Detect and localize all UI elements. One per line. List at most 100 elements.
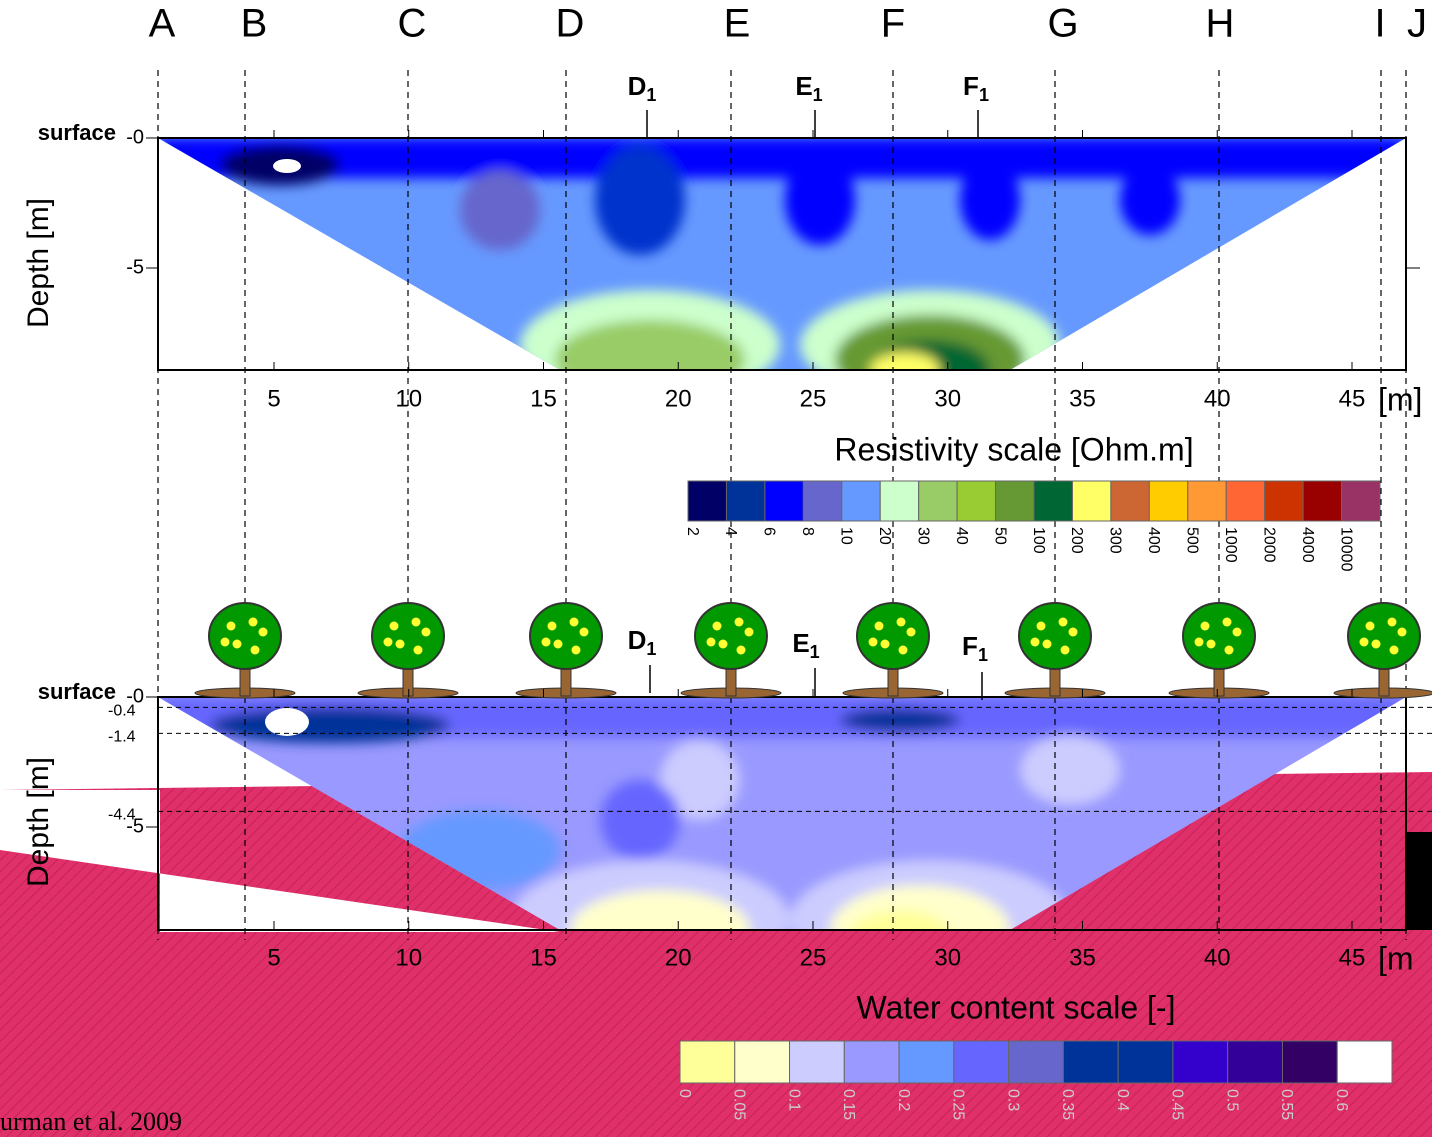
tree-fruit <box>1388 618 1397 627</box>
tree-canopy <box>1019 603 1091 669</box>
section-label: A <box>149 2 176 46</box>
scale-cell <box>803 481 841 521</box>
x-unit: [m] <box>1378 381 1422 417</box>
tree-fruit <box>251 646 260 655</box>
tree-fruit <box>1061 646 1070 655</box>
tree-fruit <box>707 638 716 647</box>
section-label: G <box>1047 2 1078 46</box>
scale-label: 50 <box>991 527 1008 545</box>
y-axis-label: Depth [m] <box>22 757 55 887</box>
x-tick-label: 10 <box>395 385 422 412</box>
x-tick-label: 40 <box>1204 944 1231 971</box>
x-tick-label: 30 <box>934 385 961 412</box>
tree-trunk <box>403 668 413 696</box>
scale-label: 0.3 <box>1004 1089 1021 1111</box>
scale-cell <box>1337 1041 1392 1083</box>
tree-fruit <box>1031 638 1040 647</box>
scale-title: Water content scale [-] <box>857 989 1176 1025</box>
tree-fruit <box>1398 628 1407 637</box>
x-tick-label: 35 <box>1069 385 1096 412</box>
tree-trunk <box>1379 668 1389 696</box>
scale-cell <box>1342 481 1380 521</box>
tree-trunk <box>561 668 571 696</box>
scale-cell <box>996 481 1034 521</box>
scale-cell <box>844 1041 899 1083</box>
sub-letter: D <box>628 625 647 655</box>
scale-cell <box>1188 481 1226 521</box>
section-label: F <box>881 2 905 46</box>
tree-canopy <box>857 603 929 669</box>
scale-label: 100 <box>1030 527 1047 554</box>
scale-cell <box>1034 481 1072 521</box>
x-unit: [m <box>1378 940 1414 976</box>
scale-label: 0.5 <box>1223 1089 1240 1111</box>
scale-cell <box>957 481 995 521</box>
section-label: I <box>1374 2 1385 46</box>
tree-fruit <box>737 646 746 655</box>
tree-fruit <box>233 640 242 649</box>
sub-index: 1 <box>979 85 989 105</box>
scale-cell <box>1149 481 1187 521</box>
x-tick-label: 35 <box>1069 944 1096 971</box>
tree-fruit <box>1195 638 1204 647</box>
sub-letter: D <box>628 71 647 101</box>
x-tick-label: 20 <box>665 944 692 971</box>
scale-cell <box>1072 481 1110 521</box>
x-tick-label: 45 <box>1339 944 1366 971</box>
sub-label: F1 <box>962 631 988 665</box>
scale-label: 0 <box>676 1089 693 1098</box>
scale-label: 2000 <box>1260 527 1277 563</box>
tree-canopy <box>372 603 444 669</box>
sub-letter: F <box>962 631 978 661</box>
section-label: H <box>1206 2 1235 46</box>
scale-label: 20 <box>876 527 893 545</box>
page: ABCDEFGHIJD1E1F1D1E1F1surfaceDepth [m]-0… <box>0 0 1432 1137</box>
scale-cell <box>1173 1041 1228 1083</box>
x-tick-label: 45 <box>1339 385 1366 412</box>
scale-label: 2 <box>684 527 701 536</box>
x-tick-label: 30 <box>934 944 961 971</box>
tree-fruit <box>713 622 722 631</box>
tree-canopy <box>209 603 281 669</box>
sub-label: D1 <box>628 625 657 659</box>
x-tick-label: 15 <box>530 385 557 412</box>
tree-trunk <box>1214 668 1224 696</box>
tree-fruit <box>1037 622 1046 631</box>
tree-fruit <box>259 628 268 637</box>
x-tick-label: 5 <box>267 385 280 412</box>
sub-letter: E <box>795 71 812 101</box>
scale-label: 0.1 <box>785 1089 802 1111</box>
scale-cell <box>1303 481 1341 521</box>
tree-fruit <box>572 646 581 655</box>
scale-label: 200 <box>1068 527 1085 554</box>
y-axis-label: Depth [m] <box>22 198 55 328</box>
tree-fruit <box>1201 622 1210 631</box>
tree-fruit <box>907 628 916 637</box>
scale-cell <box>1265 481 1303 521</box>
scale-label: 4000 <box>1299 527 1316 563</box>
tree-fruit <box>745 628 754 637</box>
tree-trunk <box>240 668 250 696</box>
x-tick-label: 40 <box>1204 385 1231 412</box>
scale-cell <box>1282 1041 1337 1083</box>
figure: ABCDEFGHIJD1E1F1D1E1F1surfaceDepth [m]-0… <box>0 0 1432 1137</box>
scale-label: 8 <box>799 527 816 536</box>
tree-fruit <box>249 618 258 627</box>
citation: urman et al. 2009 <box>0 1107 182 1136</box>
x-tick-label: 25 <box>800 385 827 412</box>
scale-cell <box>1228 1041 1283 1083</box>
tree-fruit <box>1372 640 1381 649</box>
tree-fruit <box>542 638 551 647</box>
scale-label: 300 <box>1107 527 1124 554</box>
tree-fruit <box>414 646 423 655</box>
scale-cell <box>919 481 957 521</box>
x-tick-label: 5 <box>267 944 280 971</box>
tree-trunk <box>1050 668 1060 696</box>
tree-fruit <box>548 622 557 631</box>
tree-fruit <box>412 618 421 627</box>
tree-fruit <box>1069 628 1078 637</box>
depth-mark-label: -1.4 <box>108 729 136 746</box>
tree-canopy <box>530 603 602 669</box>
tree-canopy <box>1183 603 1255 669</box>
surface-label: surface <box>38 120 116 145</box>
